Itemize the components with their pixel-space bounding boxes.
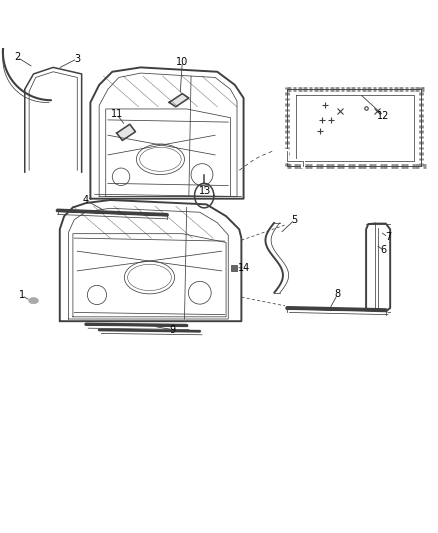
Text: 12: 12 [377,110,389,120]
Ellipse shape [28,297,38,304]
Text: 8: 8 [334,289,340,299]
Text: 5: 5 [291,215,297,225]
Text: 9: 9 [169,325,175,335]
Bar [231,265,236,271]
Text: 1: 1 [18,290,25,301]
Text: 10: 10 [176,56,188,67]
Text: 14: 14 [238,263,250,273]
Text: 6: 6 [380,245,386,255]
Polygon shape [169,94,188,107]
Polygon shape [117,124,135,141]
Text: 13: 13 [199,186,211,196]
Text: 3: 3 [74,54,80,63]
Text: 7: 7 [384,232,390,242]
Text: 2: 2 [14,52,21,62]
Text: 4: 4 [83,196,89,205]
Text: 11: 11 [110,109,123,119]
